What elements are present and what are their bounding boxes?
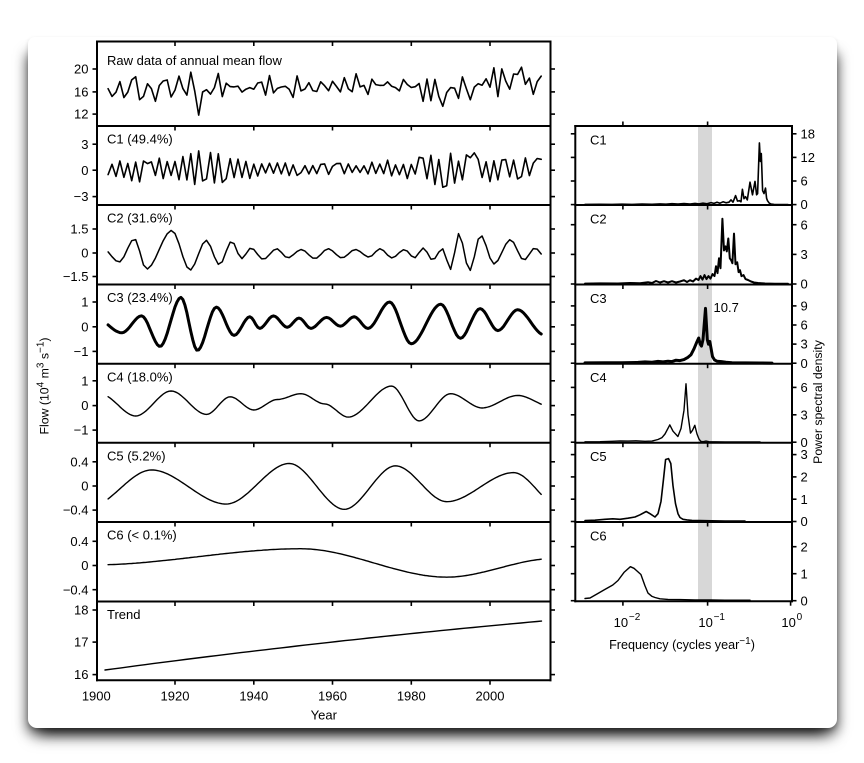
svg-text:0: 0 — [81, 479, 88, 494]
svg-text:C3: C3 — [590, 291, 607, 306]
svg-text:Trend: Trend — [107, 607, 140, 622]
svg-text:1960: 1960 — [318, 689, 347, 704]
svg-text:1900: 1900 — [82, 689, 111, 704]
svg-text:1920: 1920 — [161, 689, 190, 704]
svg-text:18: 18 — [74, 603, 88, 618]
svg-text:C6: C6 — [590, 528, 607, 543]
svg-text:C6 (< 0.1%): C6 (< 0.1%) — [107, 528, 177, 543]
svg-text:0: 0 — [801, 514, 808, 529]
svg-text:1: 1 — [81, 373, 88, 388]
svg-text:3: 3 — [801, 407, 808, 422]
svg-text:2: 2 — [801, 539, 808, 554]
svg-text:6: 6 — [801, 380, 808, 395]
svg-text:6: 6 — [801, 217, 808, 232]
svg-text:C5: C5 — [590, 449, 607, 464]
svg-text:Power spectral density: Power spectral density — [811, 339, 825, 464]
svg-text:C1: C1 — [590, 132, 607, 147]
svg-text:C3 (23.4%): C3 (23.4%) — [107, 290, 173, 305]
svg-text:0: 0 — [81, 398, 88, 413]
svg-text:3: 3 — [801, 447, 808, 462]
svg-text:10.7: 10.7 — [714, 300, 739, 315]
svg-text:0: 0 — [801, 277, 808, 292]
svg-text:2: 2 — [801, 470, 808, 485]
svg-text:1940: 1940 — [239, 689, 268, 704]
svg-text:6: 6 — [801, 174, 808, 189]
svg-text:C4: C4 — [590, 370, 607, 385]
svg-text:1980: 1980 — [397, 689, 426, 704]
svg-text:−2: −2 — [629, 612, 641, 623]
svg-text:−1: −1 — [74, 423, 89, 438]
svg-text:−1.5: −1.5 — [63, 269, 89, 284]
svg-text:3: 3 — [801, 247, 808, 262]
svg-text:1: 1 — [81, 295, 88, 310]
svg-text:2000: 2000 — [476, 689, 505, 704]
svg-text:Year: Year — [311, 708, 338, 723]
svg-text:C1 (49.4%): C1 (49.4%) — [107, 132, 173, 147]
svg-text:0: 0 — [801, 593, 808, 608]
svg-text:12: 12 — [74, 107, 88, 122]
svg-text:C2 (31.6%): C2 (31.6%) — [107, 211, 173, 226]
svg-text:−0.4: −0.4 — [63, 582, 89, 597]
svg-text:3: 3 — [801, 337, 808, 352]
svg-text:C2: C2 — [590, 211, 607, 226]
svg-text:20: 20 — [74, 62, 88, 77]
svg-text:1: 1 — [801, 566, 808, 581]
svg-text:0: 0 — [81, 319, 88, 334]
svg-text:0: 0 — [81, 163, 88, 178]
svg-text:18: 18 — [801, 126, 815, 141]
svg-text:10: 10 — [614, 615, 628, 630]
svg-text:Frequency (cycles year−1): Frequency (cycles year−1) — [609, 636, 755, 652]
svg-text:Flow (104 m3 s−1): Flow (104 m3 s−1) — [36, 337, 52, 434]
svg-text:6: 6 — [801, 318, 808, 333]
svg-text:0: 0 — [81, 246, 88, 261]
svg-text:1.5: 1.5 — [70, 222, 88, 237]
svg-text:0: 0 — [801, 197, 808, 212]
svg-text:0.4: 0.4 — [70, 454, 88, 469]
svg-text:−0.4: −0.4 — [63, 503, 89, 518]
svg-text:0: 0 — [801, 435, 808, 450]
svg-text:0.4: 0.4 — [70, 534, 88, 549]
svg-text:9: 9 — [801, 299, 808, 314]
svg-text:16: 16 — [74, 85, 88, 100]
svg-text:−1: −1 — [714, 612, 726, 623]
svg-text:12: 12 — [801, 150, 815, 165]
svg-text:10: 10 — [781, 615, 795, 630]
svg-text:10: 10 — [698, 615, 712, 630]
svg-text:C4 (18.0%): C4 (18.0%) — [107, 369, 173, 384]
svg-text:0: 0 — [801, 356, 808, 371]
svg-text:−1: −1 — [74, 344, 89, 359]
svg-text:Raw data of annual mean flow: Raw data of annual mean flow — [107, 53, 282, 68]
svg-text:3: 3 — [81, 137, 88, 152]
svg-text:17: 17 — [74, 635, 88, 650]
svg-text:1: 1 — [801, 492, 808, 507]
svg-text:−3: −3 — [74, 189, 89, 204]
svg-text:0: 0 — [797, 612, 803, 623]
svg-text:0: 0 — [81, 558, 88, 573]
svg-text:16: 16 — [74, 667, 88, 682]
svg-text:C5 (5.2%): C5 (5.2%) — [107, 448, 166, 463]
